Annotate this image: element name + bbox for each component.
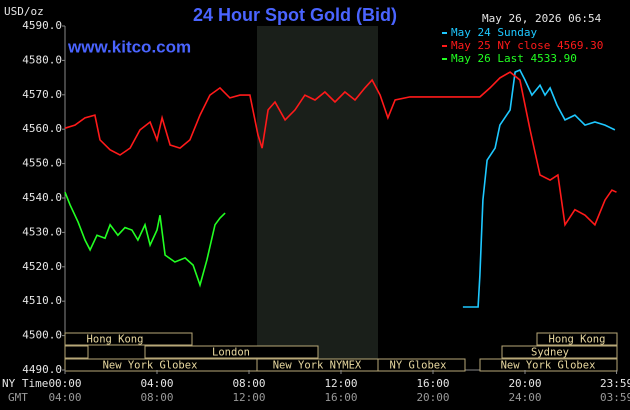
session-box — [501, 345, 618, 359]
price-line — [64, 71, 617, 228]
session-label: Hong Kong — [87, 334, 144, 346]
y-tick-label: 4540.0 — [22, 191, 62, 204]
y-tick-label: 4500.0 — [22, 329, 62, 342]
gmt-tick-label: 24:00 — [508, 391, 541, 404]
shaded-session — [257, 26, 378, 370]
session-box — [377, 358, 466, 372]
legend-label: May 24 Sunday — [451, 26, 537, 39]
chart-title: 24 Hour Spot Gold (Bid) — [193, 5, 397, 25]
session-box — [479, 358, 618, 372]
legend-label: May 26 Last 4533.90 — [451, 52, 577, 65]
x-tick-label: 08:00 — [232, 377, 265, 390]
y-tick-label: 4580.0 — [22, 53, 62, 66]
session-label: Sydney — [531, 347, 569, 359]
x-tick-label: 23:59 — [600, 377, 630, 390]
site-label: www.kitco.com — [67, 37, 191, 56]
session-box — [536, 332, 618, 346]
gmt-tick-label: 20:00 — [416, 391, 449, 404]
session-label: Hong Kong — [549, 334, 606, 346]
y-tick-label: 4560.0 — [22, 122, 62, 135]
y-tick-label: 4520.0 — [22, 260, 62, 273]
gmt-tick-label: 16:00 — [324, 391, 357, 404]
gmt-tick-label: 04:00 — [48, 391, 81, 404]
y-tick-label: 4550.0 — [22, 157, 62, 170]
row-label: NY Time — [2, 377, 48, 390]
session-label: New York Globex — [501, 360, 596, 372]
legend-label: May 25 NY close 4569.30 — [451, 39, 603, 52]
gmt-tick-label: 03:59 — [600, 391, 630, 404]
price-line — [64, 191, 226, 288]
session-label: New York NYMEX — [273, 360, 362, 372]
session-label: New York Globex — [103, 360, 198, 372]
session-box — [144, 345, 319, 359]
session-box — [64, 332, 193, 346]
x-tick-label: 00:00 — [48, 377, 81, 390]
x-tick-label: 20:00 — [508, 377, 541, 390]
price-line — [462, 68, 616, 308]
row-label: GMT — [8, 391, 28, 404]
y-tick-label: 4570.0 — [22, 88, 62, 101]
x-tick-label: 16:00 — [416, 377, 449, 390]
y-tick-label: 4510.0 — [22, 294, 62, 307]
x-tick-label: 12:00 — [324, 377, 357, 390]
y-tick-label: 4490.0 — [22, 363, 62, 376]
y-tick-label: 4590.0 — [22, 19, 62, 32]
session-label: NY Globex — [390, 360, 447, 372]
gmt-tick-label: 08:00 — [140, 391, 173, 404]
session-label: London — [212, 347, 250, 359]
timestamp: May 26, 2026 06:54 — [482, 12, 602, 25]
unit-label: USD/oz — [4, 5, 44, 18]
y-tick-label: 4530.0 — [22, 225, 62, 238]
session-box — [64, 345, 89, 359]
gmt-tick-label: 12:00 — [232, 391, 265, 404]
x-tick-label: 04:00 — [140, 377, 173, 390]
sessions: Hong Kong London New York Globex New Yor… — [64, 332, 618, 372]
